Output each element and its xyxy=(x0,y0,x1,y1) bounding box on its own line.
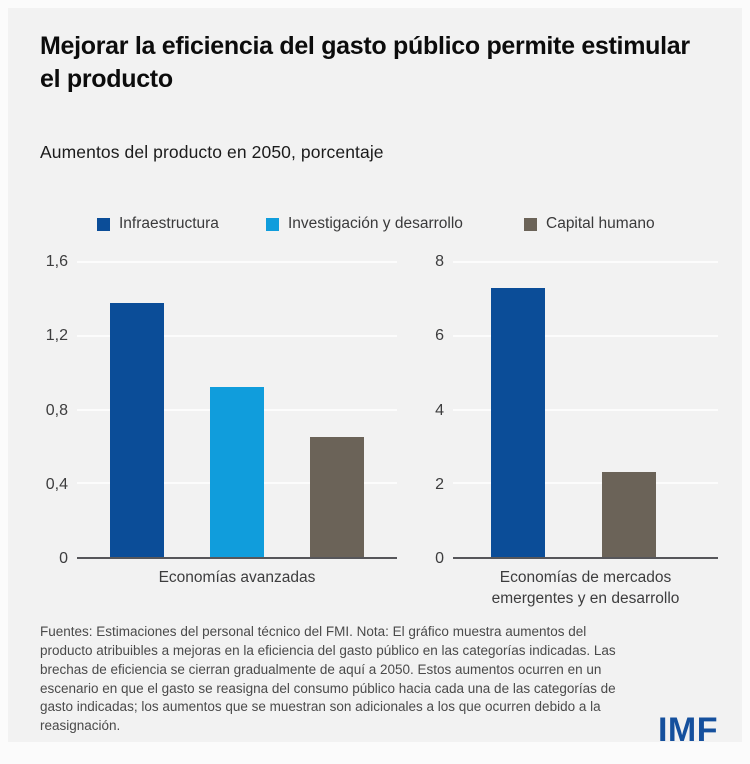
y-tick-label: 4 xyxy=(435,401,444,419)
plot-area xyxy=(77,261,397,559)
gridline xyxy=(453,334,718,337)
bar-infraestructura xyxy=(491,287,545,557)
y-tick-label: 1,6 xyxy=(45,253,68,270)
legend-swatch-icon xyxy=(266,217,279,231)
gridline xyxy=(77,334,397,337)
y-tick-label: 0 xyxy=(435,550,444,567)
y-tick-label: 0 xyxy=(59,550,68,567)
bar-capital-humano xyxy=(310,437,364,557)
gridline xyxy=(77,261,397,263)
charts-row: 1,6 1,2 0,8 0,4 0 Economías avanzadas 8 6 4 2 0 … xyxy=(40,253,718,610)
imf-logo: IMF xyxy=(657,711,718,749)
chart-advanced-economies: 1,6 1,2 0,8 0,4 0 Economías avanzadas xyxy=(40,253,397,610)
gridline xyxy=(453,482,718,485)
plot-area-wrapper: 1,6 1,2 0,8 0,4 0 xyxy=(40,253,397,567)
plot-area xyxy=(453,261,718,559)
legend-item-infraestructura: Infraestructura xyxy=(97,215,219,233)
y-axis-ticks: 8 6 4 2 0 xyxy=(423,253,453,567)
source-note: Fuentes: Estimaciones del personal técni… xyxy=(40,623,616,734)
bar-infraestructura xyxy=(110,302,164,557)
legend-label: Infraestructura xyxy=(119,215,219,232)
legend-item-investigaci-n-y-desarrollo: Investigación y desarrollo xyxy=(266,215,463,233)
figure-canvas: Mejorar la eficiencia del gasto público … xyxy=(8,8,742,749)
legend-label: Investigación y desarrollo xyxy=(288,215,463,232)
legend-swatch-icon xyxy=(524,217,537,231)
y-tick-label: 6 xyxy=(435,327,444,345)
y-tick-label: 2 xyxy=(435,475,444,493)
legend-swatch-icon xyxy=(97,217,110,231)
y-tick-label: 8 xyxy=(435,253,444,270)
chart-title: Mejorar la eficiencia del gasto público … xyxy=(40,32,690,93)
y-tick-label: 0,4 xyxy=(45,475,68,493)
x-axis-label: Economías de mercados emergentes y en de… xyxy=(491,569,680,607)
chart-emerging-economies: 8 6 4 2 0 Economías de mercados emergentes y… xyxy=(423,253,718,610)
y-axis-ticks: 1,6 1,2 0,8 0,4 0 xyxy=(40,253,77,567)
bar-capital-humano xyxy=(602,472,656,557)
gridline xyxy=(453,408,718,411)
legend-label: Capital humano xyxy=(546,215,655,232)
x-axis-label: Economías avanzadas xyxy=(158,569,316,586)
legend-item-capital-humano: Capital humano xyxy=(524,215,655,233)
gridline xyxy=(453,261,718,263)
plot-area-wrapper: 8 6 4 2 0 xyxy=(423,253,718,567)
y-tick-label: 1,2 xyxy=(45,327,68,345)
chart-subtitle: Aumentos del producto en 2050, porcentaj… xyxy=(40,142,384,162)
bar-investigaci-n-y-desarrollo xyxy=(210,387,264,557)
figure-content: Mejorar la eficiencia del gasto público … xyxy=(8,30,742,764)
legend: Infraestructura Investigación y desarroll… xyxy=(40,215,718,235)
y-tick-label: 0,8 xyxy=(45,401,68,419)
